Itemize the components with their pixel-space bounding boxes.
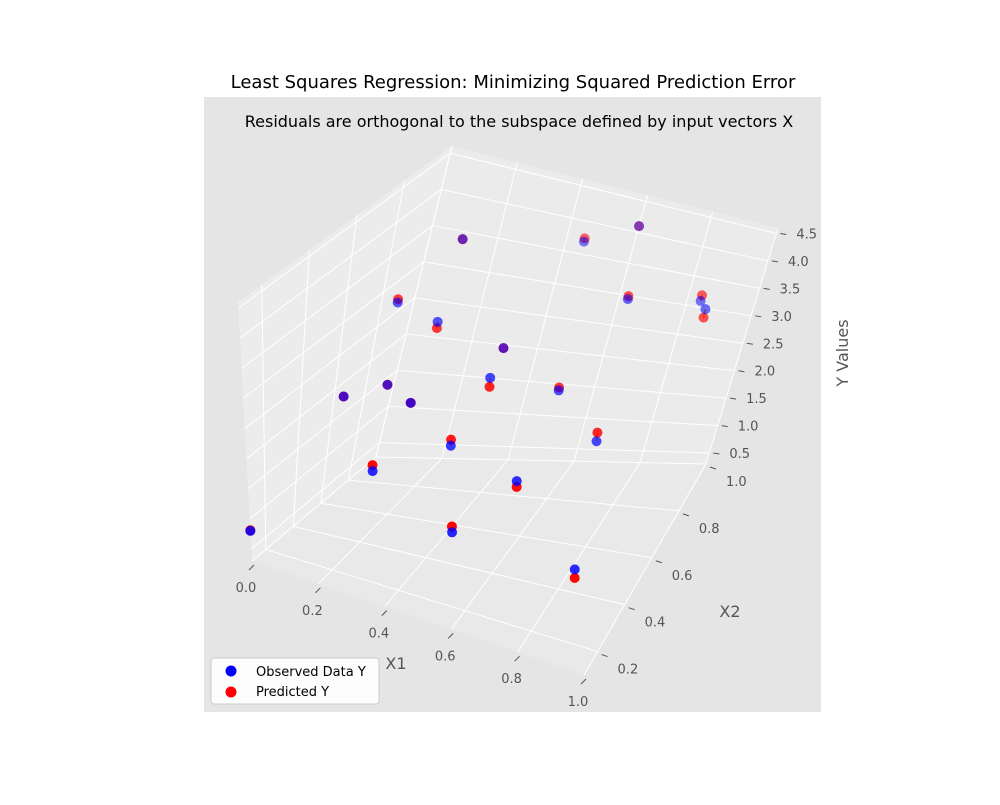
x-tick-label: 0.8 [501,672,522,687]
legend-predicted-label: Predicted Y [256,685,329,700]
observed-point [339,391,349,401]
observed-point [512,476,522,486]
observed-point [393,298,403,308]
observed-point [592,436,602,446]
z-tick-label: 4.5 [796,227,817,242]
observed-point [554,385,564,395]
x-axis-label: X1 [385,654,406,673]
y-tick-label: 0.2 [618,663,639,678]
chart-title: Least Squares Regression: Minimizing Squ… [231,72,796,93]
legend-observed-marker [226,666,237,677]
observed-point [447,527,457,537]
z-tick-label: 2.5 [763,337,784,352]
z-tick-label: 4.0 [788,255,809,270]
z-tick-label: 1.0 [738,420,759,435]
observed-point [498,343,508,353]
x-tick-label: 1.0 [568,695,589,710]
y-tick-label: 0.4 [645,616,666,631]
predicted-point [592,428,602,438]
x-tick-label: 0.4 [368,627,389,642]
chart-subtitle: Residuals are orthogonal to the subspace… [245,112,794,131]
y-tick-label: 0.6 [672,569,693,584]
predicted-point [699,313,709,323]
z-tick-label: 3.5 [780,282,801,297]
x-tick-label: 0.2 [302,604,323,619]
legend-predicted-marker [226,687,237,698]
z-axis-label: Y Values [833,319,852,387]
observed-point [368,466,378,476]
x-tick-label: 0.6 [435,649,456,664]
y-tick-label: 1.0 [726,475,747,490]
observed-point [570,564,580,574]
y-tick-label: 0.8 [699,522,720,537]
z-tick-label: 0.5 [729,447,750,462]
observed-point [458,234,468,244]
observed-point [382,380,392,390]
predicted-point [570,573,580,583]
predicted-point [485,382,495,392]
observed-point [634,221,644,231]
observed-point [406,398,416,408]
z-tick-label: 2.0 [754,365,775,380]
observed-point [579,237,589,247]
observed-point [433,317,443,327]
observed-point [245,526,255,536]
observed-point [623,294,633,304]
legend: Observed Data Y Predicted Y [211,658,379,704]
observed-point [485,373,495,383]
x-tick-label: 0.0 [236,581,257,596]
legend-observed-label: Observed Data Y [256,665,366,680]
z-tick-label: 3.0 [771,310,792,325]
z-tick-label: 1.5 [746,392,767,407]
observed-point [700,304,710,314]
y-axis-label: X2 [719,602,740,621]
observed-point [446,441,456,451]
